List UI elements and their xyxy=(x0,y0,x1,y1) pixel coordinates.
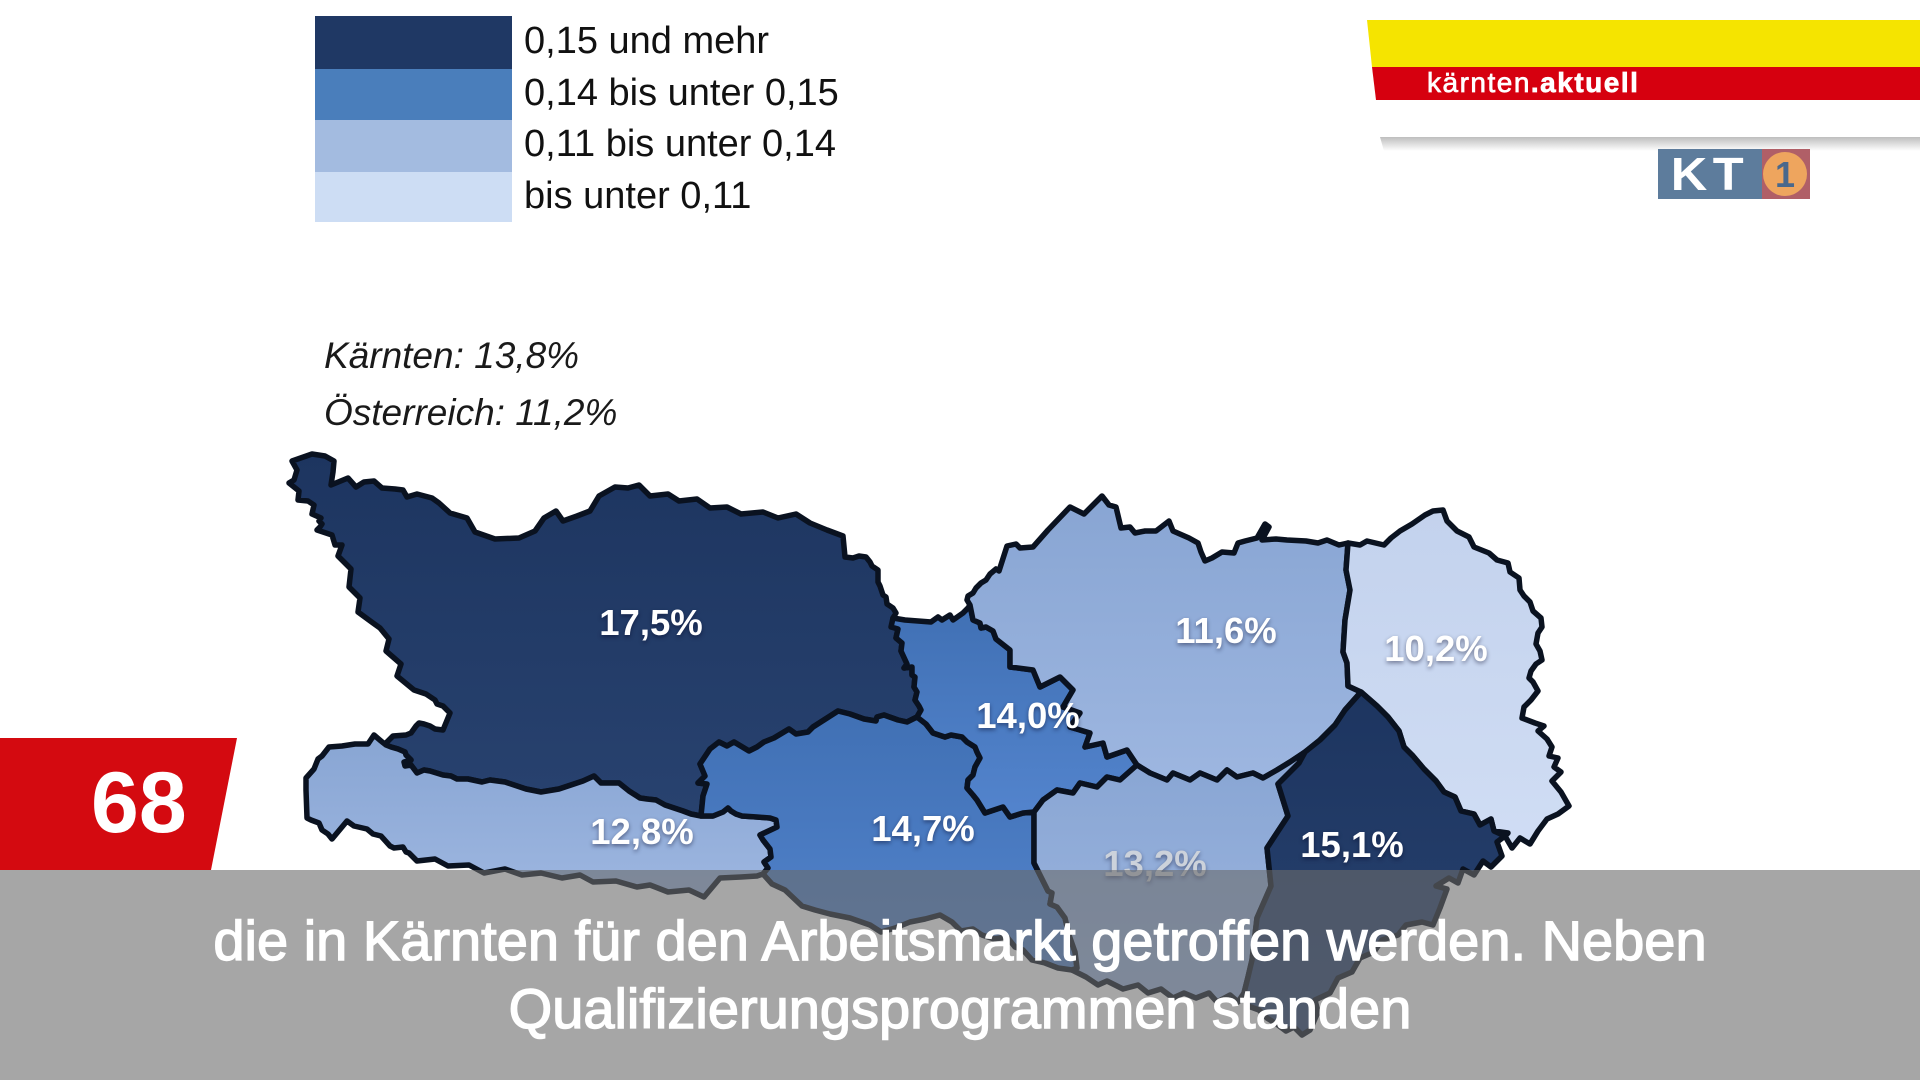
svg-text:15,1%: 15,1% xyxy=(1300,824,1404,865)
svg-text:12,8%: 12,8% xyxy=(590,811,694,852)
svg-text:14,7%: 14,7% xyxy=(871,808,975,849)
svg-text:14,0%: 14,0% xyxy=(976,695,1080,736)
svg-text:17,5%: 17,5% xyxy=(599,602,703,643)
svg-text:11,6%: 11,6% xyxy=(1175,610,1276,651)
svg-text:10,2%: 10,2% xyxy=(1384,628,1488,669)
